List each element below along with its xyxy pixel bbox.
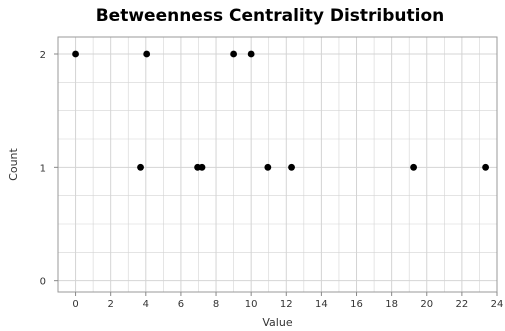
data-point [288,163,295,171]
x-tick-label: 0 [72,299,78,310]
x-tick-label: 6 [178,299,184,310]
data-point [198,163,206,171]
y-tick-label: 1 [40,163,46,174]
y-axis-label: Count [7,147,20,180]
y-tick-label: 2 [40,50,46,61]
data-point [482,163,489,171]
x-axis-label: Value [262,316,292,329]
x-tick-label: 10 [245,299,258,310]
y-tick-label: 0 [40,277,46,288]
chart-title: Betweenness Centrality Distribution [95,6,445,26]
data-point [137,163,144,171]
x-tick-label: 18 [385,299,398,310]
data-point [230,50,238,58]
x-tick-label: 12 [280,299,293,310]
x-tick-label: 4 [143,299,149,310]
x-tick-label: 16 [350,299,363,310]
data-point [72,50,79,58]
x-tick-label: 2 [107,299,113,310]
x-tick-label: 14 [315,299,328,310]
data-points [72,50,489,171]
data-point [410,163,417,171]
x-tick-label: 20 [420,299,433,310]
x-tick-label: 8 [213,299,219,310]
grid-lines [57,37,498,292]
data-point [264,163,272,171]
data-point [247,50,255,58]
plot-frame [57,36,498,293]
data-point [143,50,151,58]
x-tick-label: 24 [491,299,504,310]
x-tick-label: 22 [456,299,469,310]
